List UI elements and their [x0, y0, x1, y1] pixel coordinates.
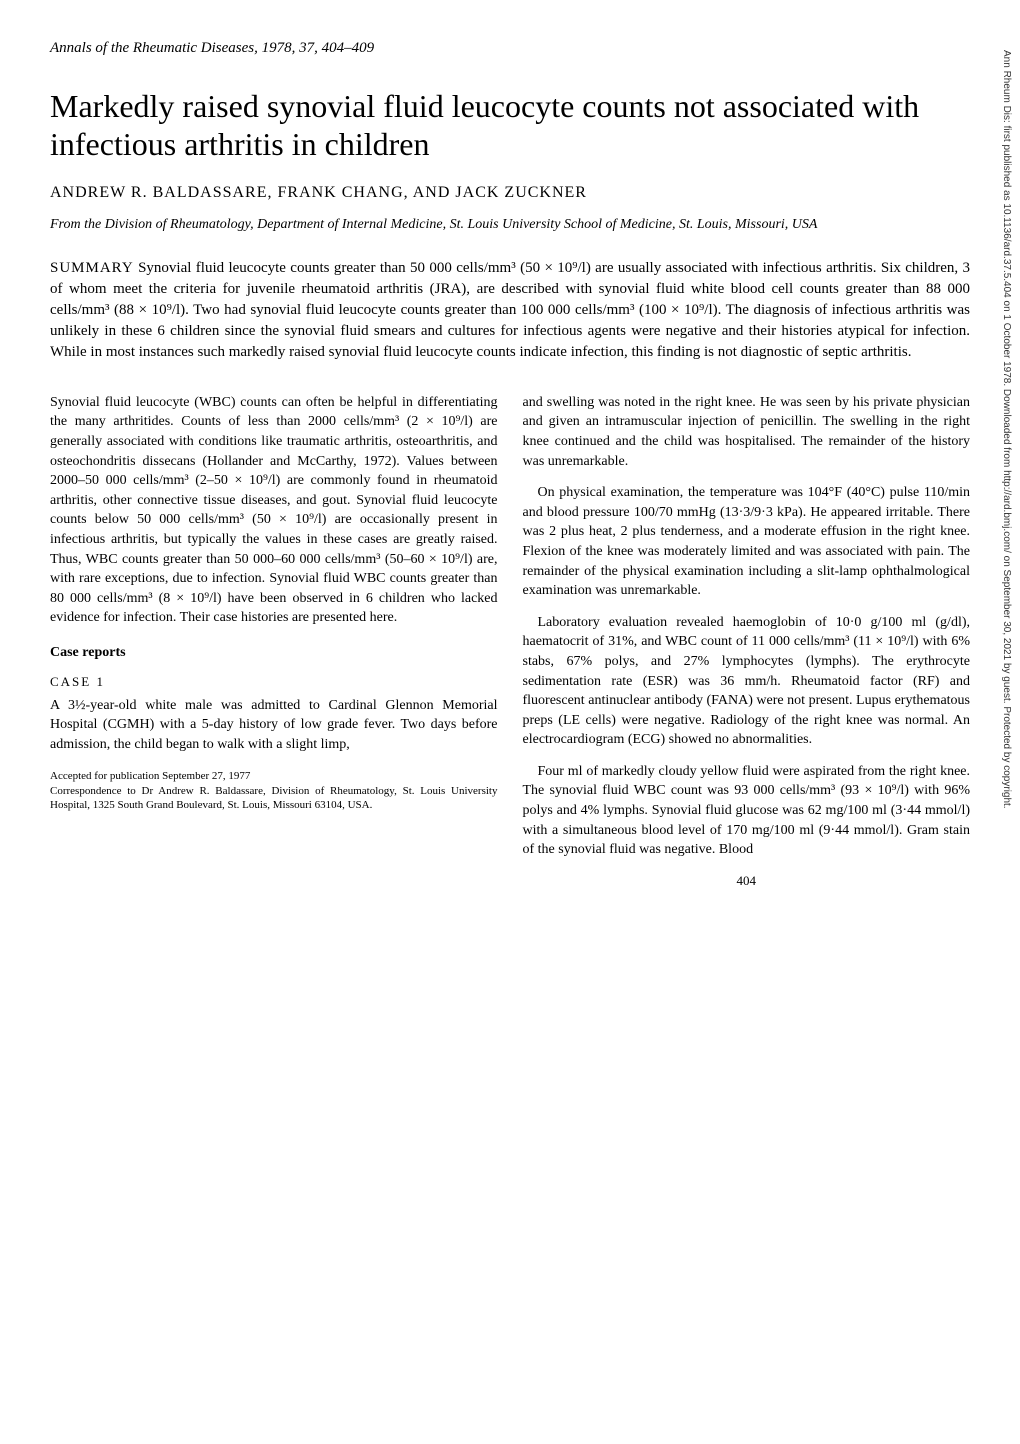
right-p1: and swelling was noted in the right knee… [523, 393, 971, 471]
footer-info: Accepted for publication September 27, 1… [50, 769, 498, 812]
article-title: Markedly raised synovial fluid leucocyte… [50, 87, 970, 164]
left-column: Synovial fluid leucocyte (WBC) counts ca… [50, 393, 498, 890]
right-column: and swelling was noted in the right knee… [523, 393, 971, 890]
affiliation: From the Division of Rheumatology, Depar… [50, 217, 970, 233]
case-1-heading: CASE 1 [50, 673, 498, 691]
body-columns: Synovial fluid leucocyte (WBC) counts ca… [50, 393, 970, 890]
right-p3: Laboratory evaluation revealed haemoglob… [523, 613, 971, 750]
right-p2: On physical examination, the temperature… [523, 483, 971, 601]
case-reports-heading: Case reports [50, 643, 498, 663]
intro-paragraph: Synovial fluid leucocyte (WBC) counts ca… [50, 393, 498, 628]
accepted-date: Accepted for publication September 27, 1… [50, 769, 498, 783]
summary: SUMMARY Synovial fluid leucocyte counts … [50, 258, 970, 363]
correspondence: Correspondence to Dr Andrew R. Baldassar… [50, 784, 498, 813]
authors: ANDREW R. BALDASSARE, FRANK CHANG, AND J… [50, 184, 970, 202]
page-number: 404 [523, 872, 971, 890]
right-p4: Four ml of markedly cloudy yellow fluid … [523, 762, 971, 860]
case-1-p1: A 3½-year-old white male was admitted to… [50, 696, 498, 755]
copyright-sidebar: Ann Rheum Dis: first published as 10.113… [1001, 50, 1012, 1350]
summary-label: SUMMARY [50, 260, 134, 276]
journal-citation: Annals of the Rheumatic Diseases, 1978, … [50, 40, 970, 57]
summary-text: Synovial fluid leucocyte counts greater … [50, 260, 970, 360]
